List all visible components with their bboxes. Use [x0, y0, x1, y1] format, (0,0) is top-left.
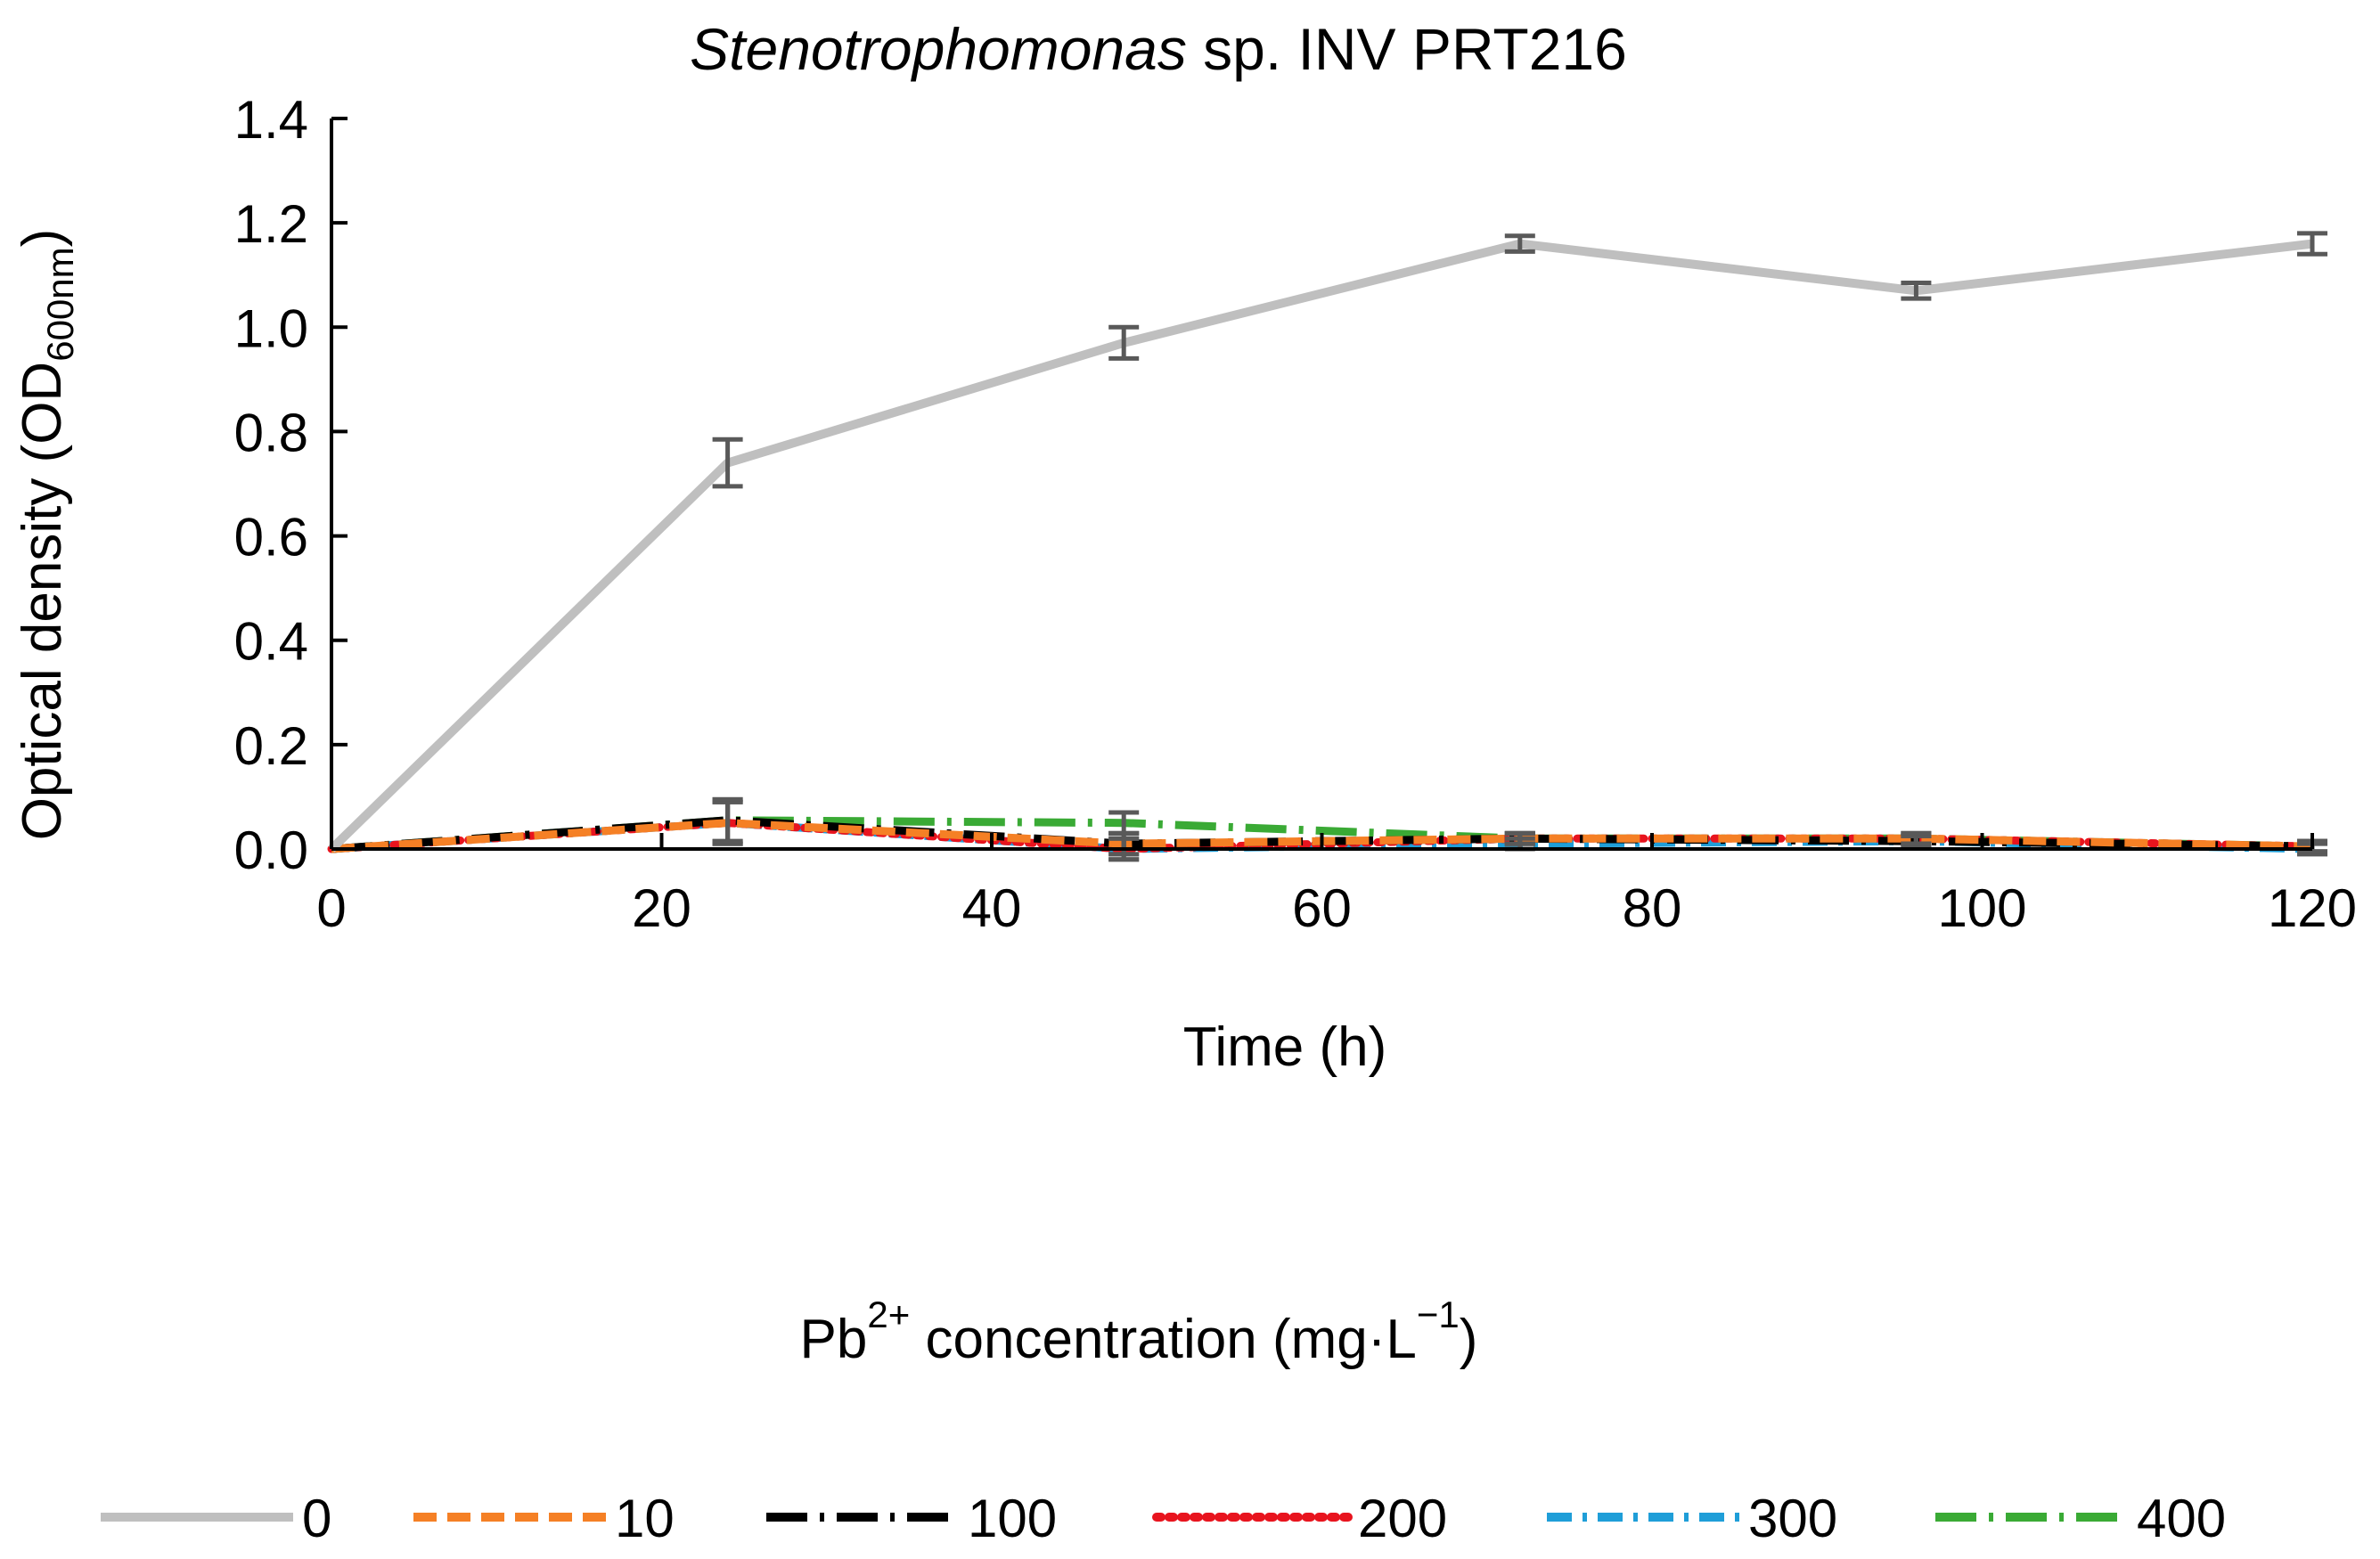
error-bar-0-3 — [1504, 233, 1535, 254]
legend-title-sup: 2+ — [867, 1294, 910, 1335]
y-tick-label: 0.4 — [234, 612, 308, 672]
y-tick-label: 0.8 — [234, 403, 308, 462]
series-line-0 — [328, 239, 2313, 853]
legend-label: 200 — [1358, 1489, 1447, 1548]
error-bar-400-4 — [1901, 830, 1932, 846]
error-bar-0-5 — [2297, 231, 2327, 257]
y-axis-label: Optical density (OD600nm) — [12, 229, 81, 841]
legend-title-base: Pb — [800, 1309, 868, 1370]
legend-label: 10 — [615, 1489, 675, 1548]
chart-title: Stenotrophomonas sp. INV PRT216 — [690, 16, 1627, 82]
legend-title: Pb2+ concentration (mg·L−1) — [800, 1294, 1478, 1370]
x-tick-label: 100 — [1937, 878, 2026, 938]
error-bar-400-1 — [712, 796, 743, 844]
legend-title-mid: concentration (mg·L — [910, 1309, 1417, 1370]
legend-title-close: ) — [1460, 1309, 1478, 1370]
x-tick-label: 40 — [962, 878, 1022, 938]
y-tick-label: 0.0 — [234, 820, 308, 880]
chart-title-rest: sp. INV PRT216 — [1187, 16, 1627, 82]
legend-entry-100: 100 — [766, 1489, 1057, 1548]
legend: 0 10 100 200 300 400 — [101, 1489, 2226, 1548]
x-tick-label: 0 — [316, 878, 346, 938]
y-axis-label-sub: 600nm — [39, 247, 81, 361]
legend-entry-0: 0 — [101, 1489, 331, 1548]
y-tick-label: 0.2 — [234, 716, 308, 776]
y-tick-label: 1.0 — [234, 298, 308, 358]
legend-entry-200: 200 — [1152, 1489, 1447, 1548]
x-tick-label: 120 — [2268, 878, 2357, 938]
error-bar-400-2 — [1108, 810, 1140, 836]
axes: 0.0 0.2 0.4 0.6 0.8 1.0 1.2 1.4 0 20 40 60 80 100 120 — [234, 90, 2357, 938]
error-bar-400-3 — [1504, 830, 1535, 846]
y-axis-label-main: Optical density (OD — [12, 362, 73, 841]
y-tick-label: 0.6 — [234, 508, 308, 567]
plot-area — [327, 231, 2327, 862]
legend-label: 0 — [302, 1489, 331, 1548]
x-tick-label: 20 — [632, 878, 691, 938]
y-axis-label-close: ) — [12, 229, 73, 248]
x-axis-label: Time (h) — [1183, 1016, 1386, 1078]
error-bar-0-4 — [1901, 281, 1932, 301]
y-tick-label: 1.2 — [234, 194, 308, 254]
error-bar-0-1 — [712, 437, 743, 489]
legend-label: 100 — [968, 1489, 1057, 1548]
legend-label: 400 — [2137, 1489, 2226, 1548]
x-tick-label: 80 — [1623, 878, 1682, 938]
legend-entry-300: 300 — [1547, 1489, 1837, 1548]
error-bar-0-2 — [1108, 324, 1140, 361]
legend-title-sup2: −1 — [1417, 1294, 1460, 1335]
x-tick-label: 60 — [1292, 878, 1352, 938]
legend-entry-10: 10 — [413, 1489, 675, 1548]
legend-entry-400: 400 — [1935, 1489, 2226, 1548]
y-tick-label: 1.4 — [234, 90, 308, 150]
legend-label: 300 — [1748, 1489, 1837, 1548]
chart-title-italic: Stenotrophomonas — [690, 16, 1187, 82]
